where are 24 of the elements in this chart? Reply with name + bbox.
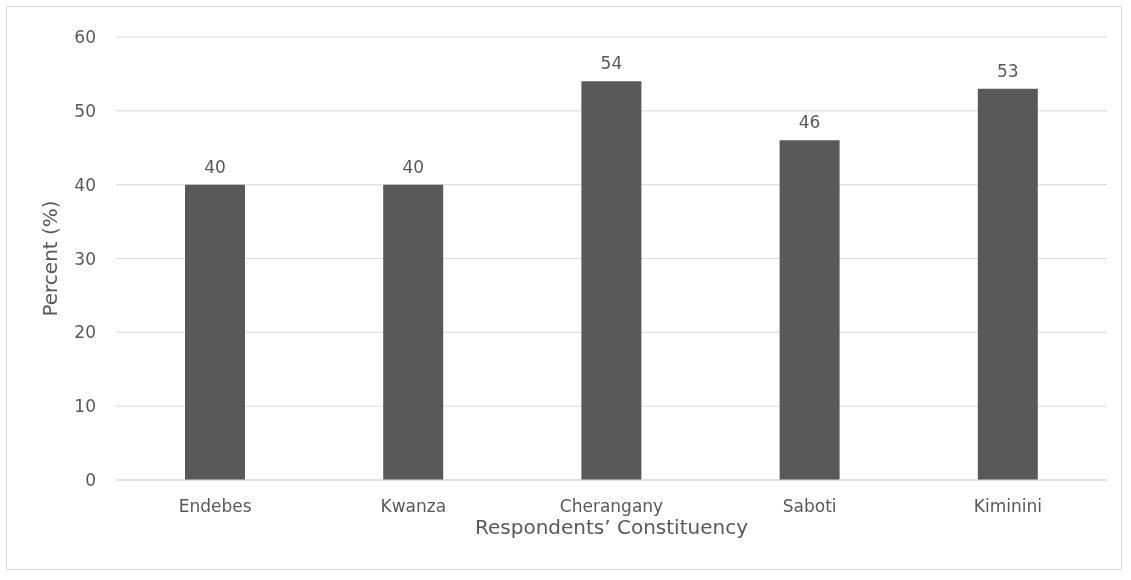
y-tick-label: 60	[74, 27, 96, 48]
x-tick-label: Cherangany	[559, 496, 664, 517]
data-label: 40	[204, 156, 226, 177]
x-tick-label: Kwanza	[380, 496, 447, 517]
x-tick-label: Kiminini	[973, 496, 1042, 517]
data-label: 54	[600, 53, 623, 74]
data-label: 40	[402, 156, 425, 177]
bar	[779, 140, 840, 480]
y-tick-label: 10	[74, 396, 96, 417]
y-tick-label: 40	[74, 174, 96, 195]
y-tick-label: 50	[74, 100, 96, 121]
bar	[977, 88, 1038, 480]
x-tick-label: Saboti	[782, 496, 837, 517]
data-label: 46	[798, 112, 821, 133]
y-tick-label: 30	[74, 248, 96, 269]
bar	[383, 184, 444, 480]
x-axis-title: Respondents’ Constituency	[474, 515, 749, 539]
bar	[185, 184, 245, 480]
x-tick-label: Endebes	[178, 496, 252, 517]
bar	[581, 81, 642, 480]
y-tick-label: 20	[74, 322, 96, 343]
y-tick-label: 0	[85, 470, 96, 491]
data-label: 53	[996, 60, 1019, 81]
y-axis-title: Percent (%)	[38, 200, 63, 317]
